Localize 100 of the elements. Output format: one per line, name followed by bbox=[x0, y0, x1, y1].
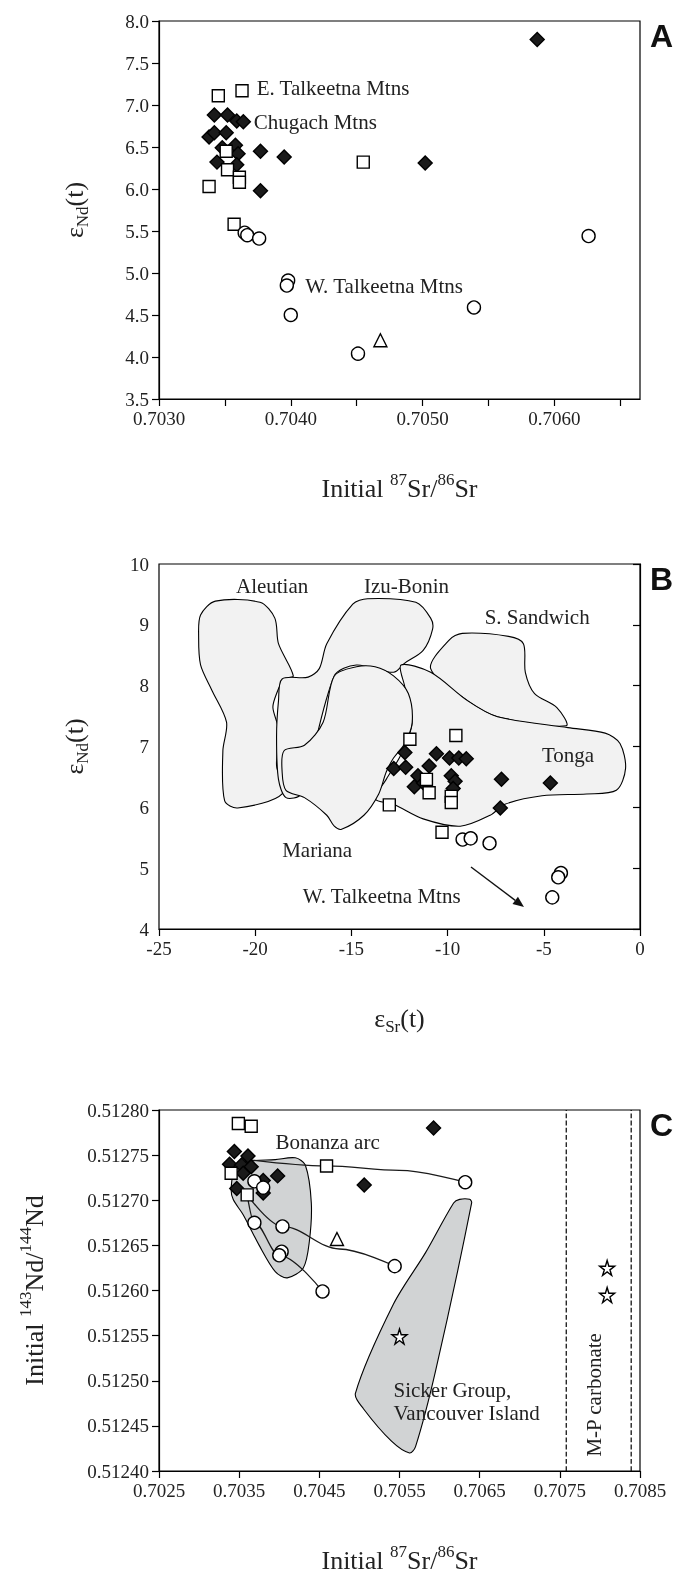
point bbox=[386, 760, 402, 777]
point bbox=[279, 278, 295, 293]
point bbox=[229, 1180, 245, 1197]
point bbox=[458, 750, 474, 767]
point bbox=[219, 144, 233, 158]
point bbox=[283, 307, 298, 323]
x-tick-label: 0.7035 bbox=[213, 1480, 266, 1501]
y-tick-label: 0.51275 bbox=[87, 1144, 149, 1166]
point bbox=[240, 1188, 254, 1202]
point bbox=[224, 1166, 238, 1180]
x-tick-label: -20 bbox=[242, 938, 268, 959]
point bbox=[492, 800, 509, 816]
annotation: Izu-Bonin bbox=[363, 573, 450, 598]
point bbox=[444, 795, 458, 810]
y-tick-label: 5 bbox=[139, 857, 149, 879]
annotation: Chugach Mtns bbox=[253, 109, 377, 134]
y-tick-label: 7.5 bbox=[125, 52, 149, 74]
y-tick-label: 10 bbox=[130, 553, 149, 575]
y-tick-label: 0.51270 bbox=[87, 1189, 149, 1211]
point bbox=[269, 1168, 286, 1184]
y-tick-label: 0.51245 bbox=[87, 1415, 149, 1437]
point bbox=[329, 1231, 345, 1247]
point bbox=[247, 1215, 262, 1231]
point bbox=[387, 1258, 402, 1274]
annotation: W. Talkeetna Mtns bbox=[305, 273, 463, 298]
y-tick-label: 3.5 bbox=[125, 388, 149, 410]
y-axis-title: εNd(t) bbox=[59, 718, 92, 775]
annotation: E. Talkeetna Mtns bbox=[256, 75, 410, 100]
point bbox=[206, 107, 223, 123]
y-tick-label: 0.51240 bbox=[87, 1460, 149, 1482]
y-tick-label: 0.51280 bbox=[87, 1099, 149, 1121]
point bbox=[419, 772, 434, 787]
point bbox=[226, 1143, 243, 1160]
point bbox=[391, 1328, 408, 1345]
y-tick-label: 9 bbox=[139, 614, 149, 636]
point bbox=[240, 1148, 256, 1164]
x-tick-label: 0 bbox=[635, 938, 645, 959]
annotation: S. Sandwich bbox=[484, 604, 591, 629]
y-axis-title: εNd(t) bbox=[59, 181, 92, 239]
point bbox=[252, 182, 269, 199]
point bbox=[425, 1120, 442, 1136]
point bbox=[256, 1180, 271, 1195]
y-tick-label: 8.0 bbox=[125, 10, 149, 32]
y-tick-label: 7 bbox=[139, 736, 149, 757]
x-tick-label: -25 bbox=[146, 938, 172, 959]
x-tick-label: 0.7065 bbox=[453, 1480, 506, 1501]
x-tick-label: 0.7060 bbox=[528, 408, 581, 429]
point bbox=[529, 31, 545, 48]
point bbox=[218, 125, 234, 141]
point bbox=[382, 798, 396, 812]
y-tick-label: 6.0 bbox=[125, 178, 149, 200]
point bbox=[272, 1248, 287, 1263]
x-tick-label: 0.7025 bbox=[132, 1480, 186, 1501]
point bbox=[598, 1259, 616, 1277]
point bbox=[275, 1219, 290, 1234]
annotation: W. Talkeetna Mtns bbox=[302, 884, 461, 909]
point bbox=[542, 775, 559, 791]
point bbox=[202, 179, 216, 194]
chart-title: B bbox=[649, 561, 673, 597]
point bbox=[406, 778, 423, 795]
y-tick-label: 4.0 bbox=[125, 346, 149, 368]
x-tick-label: 0.7040 bbox=[264, 408, 317, 429]
point bbox=[243, 1159, 259, 1175]
point bbox=[235, 114, 252, 130]
point bbox=[235, 1165, 251, 1181]
chart-title: A bbox=[649, 18, 673, 54]
x-tick-label: 0.7055 bbox=[373, 1480, 426, 1501]
point bbox=[417, 155, 433, 171]
y-tick-label: 0.51260 bbox=[87, 1280, 149, 1301]
y-tick-label: 6.5 bbox=[125, 136, 149, 158]
y-axis-title: Initial 143Nd/144Nd bbox=[16, 1195, 49, 1386]
point bbox=[466, 300, 482, 315]
point bbox=[209, 154, 225, 170]
point bbox=[421, 758, 437, 774]
y-tick-label: 7.0 bbox=[125, 94, 149, 116]
x-tick-label: -15 bbox=[338, 938, 365, 959]
point bbox=[458, 1175, 473, 1190]
annotation: M-P carbonate bbox=[582, 1333, 607, 1457]
point bbox=[463, 831, 478, 846]
y-tick-label: 0.51255 bbox=[87, 1325, 149, 1347]
y-tick-label: 5.5 bbox=[125, 220, 149, 242]
x-tick-label: -10 bbox=[434, 938, 461, 959]
chart-title: C bbox=[649, 1107, 673, 1143]
point bbox=[422, 786, 436, 800]
point bbox=[403, 732, 417, 746]
y-tick-label: 4 bbox=[139, 918, 150, 940]
point bbox=[397, 744, 413, 761]
y-tick-label: 8 bbox=[139, 675, 149, 697]
annotation: Aleutian bbox=[235, 573, 309, 598]
x-tick-label: 0.7045 bbox=[293, 1480, 346, 1501]
y-tick-label: 0.51250 bbox=[87, 1370, 149, 1392]
y-tick-label: 5.0 bbox=[125, 262, 149, 284]
point bbox=[428, 746, 445, 762]
x-tick-label: 0.7030 bbox=[132, 408, 186, 429]
annotation: Tonga bbox=[541, 742, 595, 767]
point bbox=[319, 1159, 334, 1173]
point bbox=[598, 1286, 616, 1304]
annotation: Bonanza arc bbox=[275, 1130, 380, 1155]
y-tick-label: 6 bbox=[139, 796, 149, 818]
point bbox=[581, 228, 596, 244]
